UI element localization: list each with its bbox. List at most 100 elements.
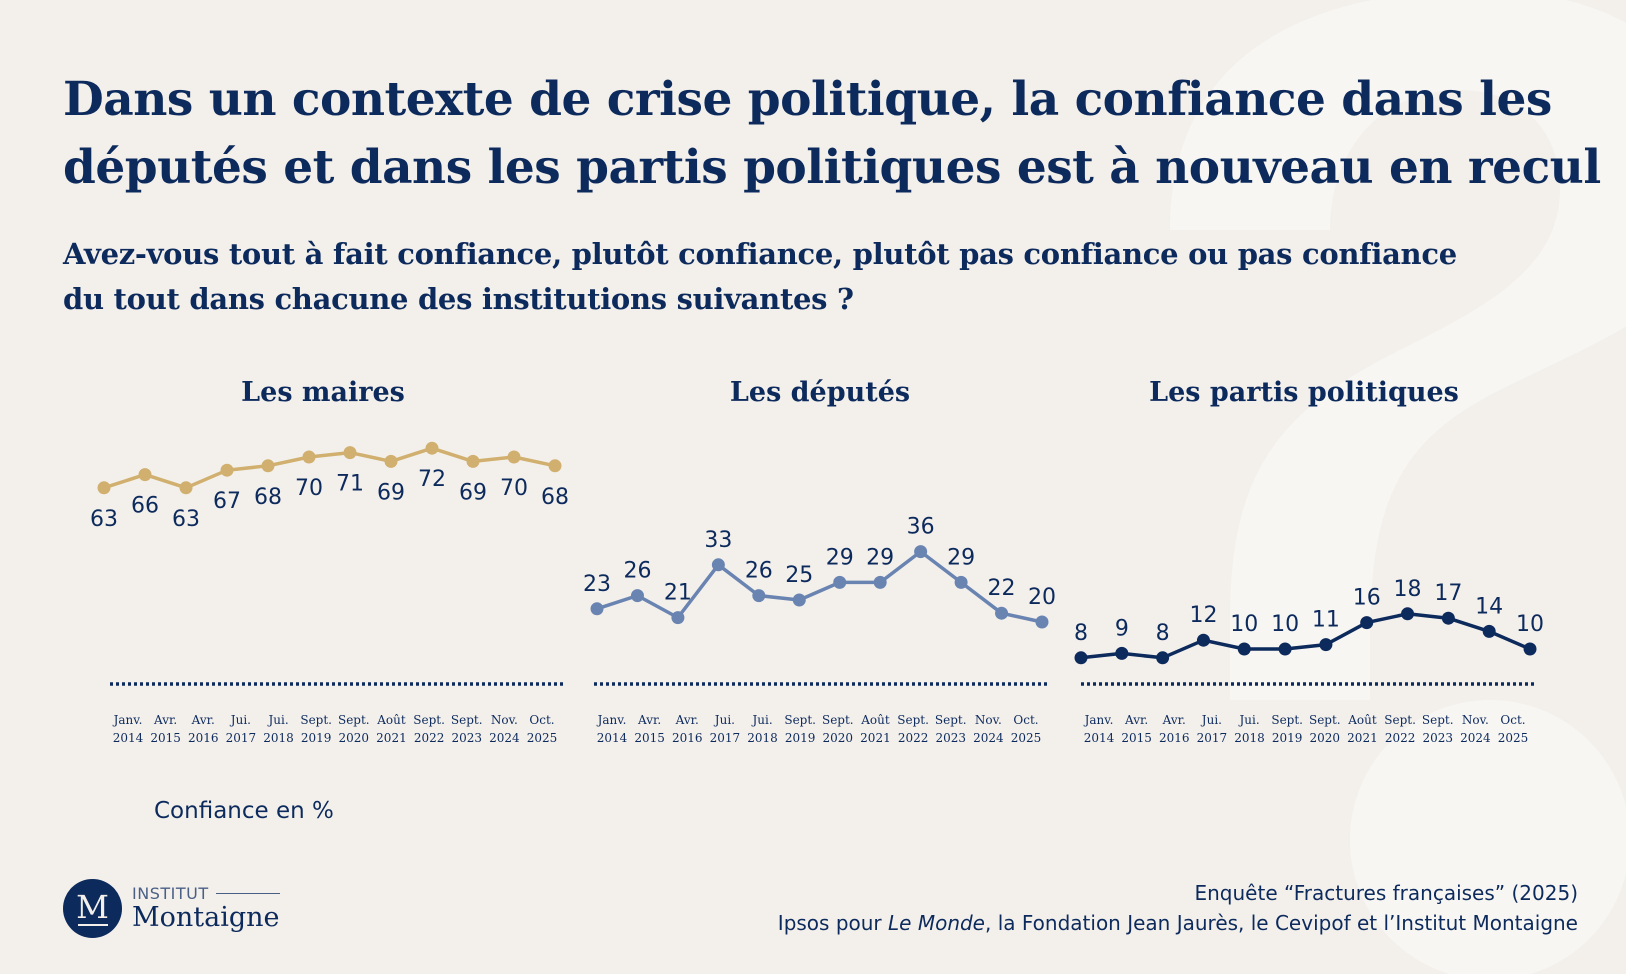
x-tick-label-year: 2022 (898, 731, 929, 745)
x-tick-label-month: Sept. (300, 713, 332, 727)
x-tick-label-year: 2025 (527, 731, 558, 745)
x-tick-label-month: Sept. (1271, 713, 1303, 727)
data-point (1523, 642, 1537, 656)
x-tick-label-year: 2024 (973, 731, 1004, 745)
data-point (384, 454, 398, 468)
data-label: 26 (623, 559, 651, 584)
data-label: 17 (1434, 581, 1462, 606)
x-tick-label-year: 2018 (1234, 731, 1265, 745)
x-tick-label-month: Sept. (413, 713, 445, 727)
x-tick-label-month: Oct. (529, 713, 554, 727)
x-tick-label-month: Jui. (1200, 713, 1222, 727)
data-label: 8 (1074, 621, 1088, 646)
x-tick-label-year: 2019 (785, 731, 816, 745)
x-tick-label-year: 2025 (1011, 731, 1042, 745)
x-tick-label-month: Août (860, 713, 890, 727)
chart-title: Les maires (241, 377, 405, 408)
x-tick-label-month: Nov. (1462, 713, 1489, 727)
institut-montaigne-logo: M INSTITUT Montaigne (63, 879, 280, 938)
data-label: 26 (745, 559, 773, 584)
data-point (343, 446, 357, 460)
x-tick-label-year: 2023 (1422, 731, 1453, 745)
x-tick-label-month: Sept. (451, 713, 483, 727)
data-point (711, 558, 725, 572)
x-tick-label-year: 2015 (634, 731, 665, 745)
source-line-1: Enquête “Fractures françaises” (2025) (1194, 881, 1578, 905)
data-label: 10 (1271, 612, 1299, 637)
logo-mark-icon: M (63, 879, 122, 938)
source-suffix: , la Fondation Jean Jaurès, le Cevipof e… (985, 911, 1578, 935)
data-label: 29 (826, 545, 854, 570)
x-tick-label-year: 2017 (226, 731, 257, 745)
x-tick-label-year: 2018 (747, 731, 778, 745)
x-tick-label-year: 2015 (150, 731, 181, 745)
data-point (914, 545, 928, 559)
data-label: 20 (1028, 585, 1056, 610)
logo-name: Montaigne (132, 902, 280, 933)
x-tick-label-year: 2014 (597, 731, 628, 745)
data-point (1115, 646, 1129, 660)
data-point (1360, 616, 1374, 630)
x-tick-label-month: Sept. (1422, 713, 1454, 727)
x-tick-label-month: Sept. (338, 713, 370, 727)
x-tick-label-year: 2022 (1385, 731, 1416, 745)
data-label: 21 (664, 581, 692, 606)
data-point (873, 575, 887, 589)
x-tick-label-month: Sept. (1384, 713, 1416, 727)
data-point (671, 611, 685, 625)
data-label: 29 (866, 545, 894, 570)
x-tick-label-year: 2023 (451, 731, 482, 745)
logo-rule (215, 893, 280, 894)
x-tick-label-year: 2019 (301, 731, 332, 745)
data-label: 22 (988, 576, 1016, 601)
x-tick-label-year: 2024 (489, 731, 520, 745)
data-point (425, 441, 439, 455)
x-tick-label-year: 2014 (113, 731, 144, 745)
data-point (1441, 611, 1455, 625)
data-point (1278, 642, 1292, 656)
data-label: 18 (1394, 577, 1422, 602)
x-tick-label-month: Janv. (112, 713, 143, 727)
data-label: 8 (1156, 621, 1170, 646)
x-tick-label-month: Jui. (1237, 713, 1259, 727)
data-point (548, 459, 562, 473)
x-tick-label-year: 2020 (1310, 731, 1341, 745)
logo-mark-letter: M (76, 887, 109, 926)
data-point (752, 589, 766, 603)
data-label: 69 (459, 480, 487, 505)
data-label: 12 (1189, 603, 1217, 628)
data-point (1035, 615, 1049, 629)
x-tick-label-month: Sept. (935, 713, 967, 727)
unit-label: Confiance en % (154, 798, 334, 824)
x-tick-label-month: Jui. (750, 713, 772, 727)
x-tick-label-year: 2021 (376, 731, 407, 745)
x-tick-label-month: Sept. (897, 713, 929, 727)
data-point (97, 481, 111, 495)
data-label: 63 (172, 507, 200, 532)
x-tick-label-month: Avr. (1124, 713, 1148, 727)
logo-top-text: INSTITUT (132, 884, 209, 903)
x-tick-label-month: Avr. (153, 713, 177, 727)
data-label: 11 (1312, 608, 1340, 633)
data-point (261, 459, 275, 473)
data-label: 14 (1475, 594, 1503, 619)
data-label: 63 (90, 507, 118, 532)
source-note: Enquête “Fractures françaises” (2025) Ip… (778, 878, 1578, 938)
data-point (995, 606, 1009, 620)
source-publication: Le Monde (888, 911, 985, 935)
x-tick-label-month: Jui. (229, 713, 251, 727)
data-point (954, 575, 968, 589)
x-tick-label-month: Oct. (1500, 713, 1525, 727)
x-tick-label-month: Avr. (1162, 713, 1186, 727)
data-label: 69 (377, 480, 405, 505)
x-tick-label-month: Oct. (1013, 713, 1038, 727)
x-tick-label-month: Sept. (822, 713, 854, 727)
data-label: 70 (295, 476, 323, 501)
data-label: 10 (1230, 612, 1258, 637)
x-tick-label-month: Nov. (975, 713, 1002, 727)
x-tick-label-month: Janv. (596, 713, 627, 727)
data-point (1319, 638, 1333, 652)
survey-question: Avez-vous tout à fait confiance, plutôt … (63, 237, 1457, 316)
x-tick-label-month: Avr. (637, 713, 661, 727)
